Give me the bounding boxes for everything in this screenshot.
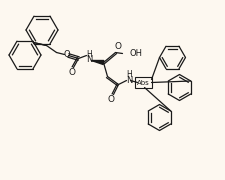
Polygon shape — [91, 60, 103, 64]
Text: O: O — [69, 68, 76, 77]
Text: H: H — [126, 70, 132, 79]
Text: Abs: Abs — [137, 80, 149, 86]
Text: O: O — [115, 42, 122, 51]
Text: N: N — [86, 55, 92, 64]
Text: O: O — [108, 95, 115, 104]
Text: OH: OH — [129, 49, 142, 58]
FancyBboxPatch shape — [134, 77, 151, 88]
Text: N: N — [126, 76, 132, 85]
Text: H: H — [86, 50, 92, 59]
Text: O: O — [63, 50, 70, 59]
